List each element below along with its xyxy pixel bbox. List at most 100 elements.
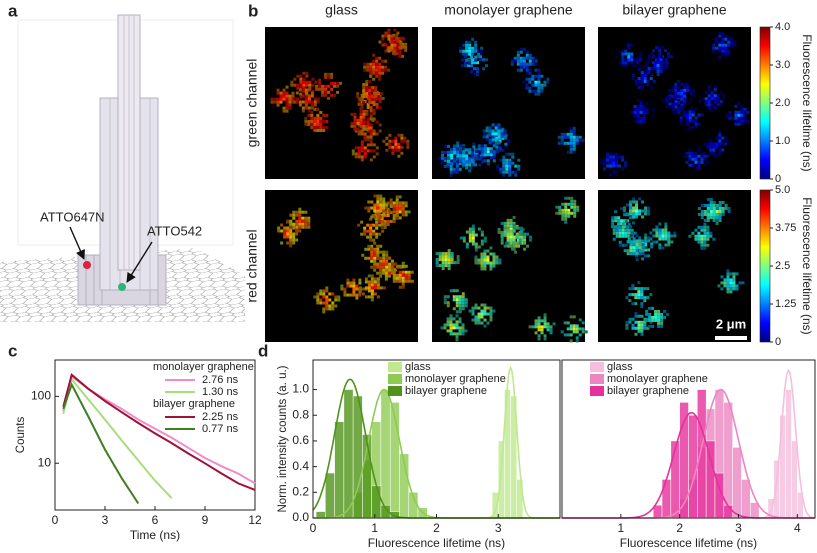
pixel (680, 108, 684, 112)
pixel (682, 110, 686, 114)
pixel (612, 225, 616, 229)
pixel (638, 243, 642, 247)
pixel (584, 330, 588, 334)
pixel (522, 80, 526, 84)
pixel (452, 147, 456, 151)
pixel (404, 48, 408, 52)
atto647n-dot (83, 261, 91, 269)
pixel (334, 304, 338, 308)
pixel (276, 100, 280, 104)
pixel (670, 234, 674, 238)
pixel (299, 74, 303, 78)
pixel (382, 206, 386, 210)
pixel (388, 256, 392, 260)
pixel (289, 232, 293, 236)
pixel (671, 102, 675, 106)
pixel (483, 255, 487, 259)
pixel (566, 333, 570, 337)
pixel (656, 58, 660, 62)
pixel (471, 230, 475, 234)
pixel (358, 289, 362, 293)
pixel (399, 43, 403, 47)
pixel (325, 301, 329, 305)
pixel (449, 329, 453, 333)
legend-group: monolayer graphene (153, 361, 254, 373)
pixel (304, 216, 308, 220)
pixel (353, 124, 357, 128)
pixel (727, 209, 731, 213)
pixel (325, 289, 329, 293)
pixel (636, 119, 640, 123)
pixel (366, 223, 370, 227)
pixel (555, 205, 559, 209)
pixel (382, 197, 386, 201)
pixel (375, 56, 379, 60)
pixel (629, 212, 633, 216)
pixel (289, 225, 293, 229)
pixel (624, 164, 628, 168)
pixel (331, 307, 335, 311)
pixel (462, 154, 466, 158)
pixel (725, 116, 729, 120)
pixel (339, 81, 343, 85)
pixel (369, 132, 373, 136)
pixel (316, 298, 320, 302)
pixel (452, 289, 456, 293)
pixel (629, 243, 633, 247)
pixel (516, 68, 520, 72)
pixel (704, 91, 708, 95)
pixel (502, 161, 506, 165)
pixel (502, 167, 506, 171)
pixel (647, 67, 651, 71)
pixel (376, 265, 380, 269)
pixel (523, 247, 527, 251)
pixel (488, 129, 492, 133)
pixel (729, 284, 733, 288)
pixel (680, 82, 684, 86)
pixel (392, 207, 396, 211)
pixel (381, 265, 385, 269)
pixel (726, 272, 730, 276)
pixel (647, 236, 651, 240)
pixel (376, 197, 380, 201)
pixel (534, 325, 538, 329)
pixel (356, 118, 360, 122)
pixel (316, 97, 320, 101)
pixel (370, 295, 374, 299)
pixel (636, 110, 640, 114)
pixel (712, 142, 716, 146)
pixel (319, 116, 323, 120)
pixel (621, 155, 625, 159)
pixel (630, 110, 634, 114)
pixel (374, 213, 378, 217)
pixel (313, 97, 317, 101)
pixel (727, 52, 731, 56)
pixel (395, 276, 399, 280)
pixel (657, 318, 661, 322)
pixel (732, 287, 736, 291)
pixel (386, 222, 390, 226)
pixel (304, 219, 308, 223)
pixel (398, 51, 402, 55)
pixel (449, 317, 453, 321)
pixel (652, 240, 656, 244)
pixel (372, 77, 376, 81)
pixel (627, 237, 631, 241)
pixel (727, 43, 731, 47)
pixel (292, 232, 296, 236)
pixel (709, 151, 713, 155)
pixel (647, 206, 651, 210)
pixel (712, 154, 716, 158)
pixel (697, 225, 701, 229)
pixel (372, 68, 376, 72)
pixel (384, 65, 388, 69)
pixel (465, 151, 469, 155)
pixel (486, 249, 490, 253)
pixel (471, 306, 475, 310)
pixel (379, 265, 383, 269)
pixel (282, 109, 286, 113)
pixel (373, 256, 377, 260)
pixel (456, 255, 460, 259)
pixel (452, 317, 456, 321)
pixel (525, 53, 529, 57)
